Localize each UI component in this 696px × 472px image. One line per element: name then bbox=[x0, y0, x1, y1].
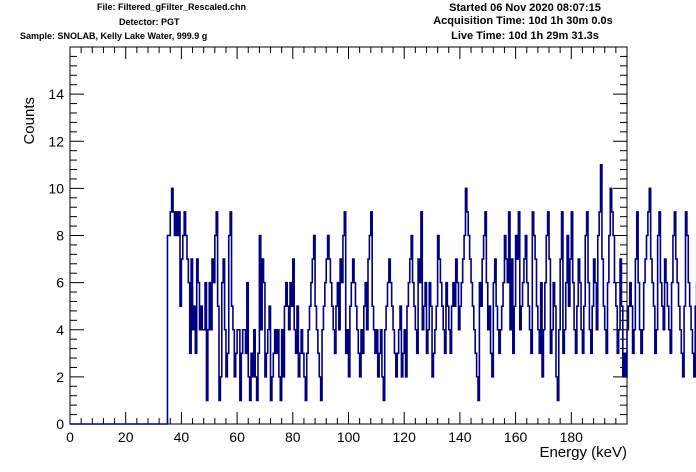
y-tick-label: 4 bbox=[56, 322, 64, 338]
x-tick-label: 140 bbox=[448, 429, 472, 445]
started-label: Started 06 Nov 2020 08:07:15 bbox=[449, 2, 601, 14]
y-tick-label: 10 bbox=[48, 180, 64, 196]
y-tick-label: 14 bbox=[48, 86, 64, 102]
x-tick-label: 180 bbox=[560, 429, 584, 445]
y-tick-label: 12 bbox=[48, 133, 64, 149]
y-tick-label: 2 bbox=[56, 369, 64, 385]
x-tick-label: 20 bbox=[118, 429, 134, 445]
axis-ticks bbox=[69, 47, 627, 425]
x-tick-label: 40 bbox=[174, 429, 190, 445]
y-axis-title: Counts bbox=[21, 97, 38, 145]
x-axis-title: Energy (keV) bbox=[539, 444, 627, 461]
live-time-label: Live Time: 10d 1h 29m 31.3s bbox=[451, 30, 599, 42]
file-label: File: Filtered_gFilter_Rescaled.chn bbox=[97, 2, 247, 12]
x-tick-label: 100 bbox=[337, 429, 361, 445]
y-tick-label: 8 bbox=[56, 228, 64, 244]
spectrum-line bbox=[70, 164, 696, 425]
x-tick-label: 120 bbox=[393, 429, 417, 445]
acquisition-time-label: Acquisition Time: 10d 1h 30m 0.0s bbox=[433, 15, 613, 27]
x-tick-label: 60 bbox=[229, 429, 245, 445]
spectrum-histogram bbox=[70, 164, 696, 425]
sample-label: Sample: SNOLAB, Kelly Lake Water, 999.9 … bbox=[20, 31, 208, 41]
axis-labels: 0 20 40 60 80 100 120 140 160 180 0 2 4 6 8 10 12 14 Energ… bbox=[21, 86, 627, 461]
x-tick-label: 160 bbox=[504, 429, 528, 445]
x-tick-label: 80 bbox=[285, 429, 301, 445]
x-tick-label: 0 bbox=[66, 429, 74, 445]
detector-label: Detector: PGT bbox=[119, 17, 180, 27]
y-tick-label: 6 bbox=[56, 275, 64, 291]
y-tick-label: 0 bbox=[56, 416, 64, 432]
